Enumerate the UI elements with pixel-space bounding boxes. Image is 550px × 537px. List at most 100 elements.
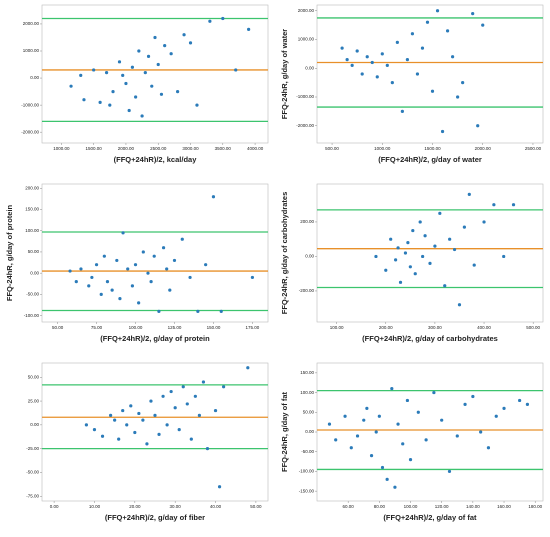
data-point [87, 284, 91, 288]
data-point [140, 114, 144, 118]
data-point [479, 430, 483, 434]
data-point [156, 62, 160, 67]
x-tick-label: 200.00 [379, 325, 393, 330]
data-point [415, 72, 420, 76]
data-point [345, 58, 349, 62]
data-point [196, 309, 200, 313]
data-point [153, 35, 157, 40]
data-point [137, 411, 141, 416]
data-point [472, 263, 476, 267]
data-point [443, 284, 447, 288]
data-point [177, 428, 181, 432]
y-tick-label: 200.00 [300, 219, 314, 224]
y-axis-label: FFQ-24hR, g/day of carbohydrates [280, 192, 289, 315]
data-point [111, 89, 115, 94]
y-tick-label: -2000.00 [21, 129, 39, 134]
x-tick-label: 120.00 [435, 504, 449, 509]
data-point [82, 98, 86, 102]
data-point [98, 100, 102, 105]
data-point [440, 418, 444, 422]
data-point [424, 438, 428, 442]
data-point [430, 89, 435, 93]
data-point [129, 404, 133, 408]
data-point [438, 211, 442, 215]
data-point [343, 414, 347, 418]
data-point [405, 58, 409, 62]
data-point [476, 124, 480, 128]
x-axis-label: (FFQ+24hR)/2, g/day of protein [100, 334, 210, 343]
data-point [355, 49, 359, 53]
data-point [447, 469, 452, 474]
data-point [340, 46, 344, 50]
data-point [380, 465, 385, 470]
x-tick-label: 2000.00 [475, 146, 492, 151]
y-tick-label: -1000.00 [296, 94, 314, 99]
data-point [157, 309, 161, 313]
data-point [451, 55, 455, 59]
y-tick-label: 1000.00 [298, 37, 315, 42]
data-point [365, 55, 369, 59]
y-tick-label: 0.00 [305, 65, 314, 70]
plot-frame [41, 362, 269, 502]
x-axis-label: (FFQ+24hR)/2, g/day of water [378, 155, 482, 164]
data-point [146, 54, 151, 59]
data-point [421, 254, 425, 259]
data-point [193, 394, 197, 398]
x-tick-label: 125.00 [168, 325, 182, 330]
data-point [204, 263, 208, 267]
x-tick-label: 60.00 [343, 504, 355, 509]
data-point [143, 71, 147, 75]
data-point [115, 258, 119, 263]
data-point [189, 437, 193, 441]
y-tick-label: 50.00 [28, 249, 40, 254]
data-point [395, 40, 399, 44]
x-tick-label: 400.00 [477, 325, 491, 330]
x-tick-label: 180.00 [528, 504, 542, 509]
data-point [370, 60, 374, 65]
data-point [141, 418, 145, 422]
data-point [462, 225, 466, 229]
x-tick-label: 0.00 [50, 504, 59, 509]
data-point [428, 261, 432, 265]
data-point [406, 241, 410, 245]
data-point [390, 387, 394, 391]
plot-frame [316, 183, 544, 323]
data-point [125, 423, 129, 427]
x-tick-label: 40.00 [210, 504, 222, 509]
y-tick-label: -150.00 [299, 488, 315, 493]
data-point [108, 103, 112, 107]
y-tick-label: 2000.00 [298, 8, 315, 13]
data-point [435, 9, 440, 13]
data-point [205, 447, 210, 451]
data-point [161, 394, 165, 398]
data-point [137, 301, 141, 305]
x-tick-label: 175.00 [246, 325, 260, 330]
data-point [492, 203, 496, 207]
data-point [457, 303, 462, 307]
data-point [118, 297, 122, 301]
data-point [448, 237, 452, 241]
data-point [74, 280, 78, 284]
data-point [246, 366, 250, 370]
data-point [425, 20, 430, 24]
x-tick-label: 100.00 [404, 504, 418, 509]
data-point [413, 272, 417, 276]
data-point [360, 72, 364, 76]
data-point [398, 280, 403, 284]
y-axis-label: FFQ-24hR, g/day of water [280, 29, 289, 120]
x-tick-label: 3500.00 [215, 146, 232, 151]
data-point [502, 406, 506, 410]
data-point [365, 406, 369, 410]
data-point [432, 390, 436, 395]
data-point [153, 413, 157, 417]
y-tick-label: 0.00 [30, 270, 39, 275]
data-point [68, 269, 72, 273]
data-point [362, 418, 366, 422]
data-point [471, 12, 475, 16]
x-tick-label: 100.00 [129, 325, 143, 330]
x-tick-label: 20.00 [129, 504, 141, 509]
data-point [217, 485, 222, 489]
data-point [384, 268, 388, 272]
data-point [145, 442, 149, 446]
data-point [461, 81, 465, 85]
